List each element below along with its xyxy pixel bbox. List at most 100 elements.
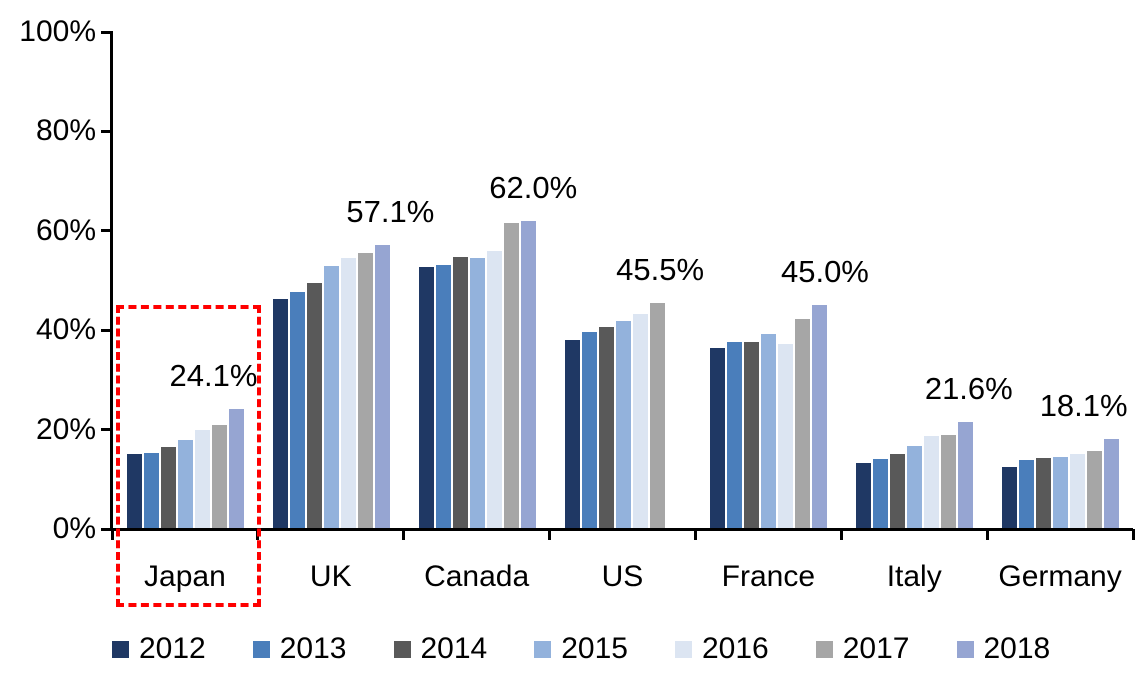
category-label-uk: UK — [309, 560, 352, 593]
bar-france-2018 — [812, 305, 828, 529]
y-tick-mark — [101, 428, 112, 432]
bar-france-2017 — [795, 319, 811, 529]
bar-uk-2012 — [272, 299, 288, 529]
bar-germany-2012 — [1002, 467, 1018, 529]
y-tick-label: 20% — [35, 412, 96, 446]
y-tick-label: 100% — [19, 15, 96, 48]
x-tick-mark — [402, 529, 406, 540]
y-tick-label: 80% — [35, 114, 96, 148]
bar-us-2016 — [632, 314, 648, 529]
bar-us-2015 — [615, 321, 631, 529]
bar-germany-2014 — [1036, 458, 1052, 529]
data-label-us: 45.5% — [616, 251, 705, 287]
bar-group-canada: 62.0% — [404, 32, 577, 529]
legend-label-2018: 2018 — [983, 632, 1051, 665]
y-tick-label: 0% — [52, 512, 96, 545]
category-label-japan: Japan — [144, 560, 226, 593]
bar-uk-2016 — [340, 257, 356, 529]
bar-canada-2012 — [418, 266, 434, 529]
bar-italy-2013 — [873, 458, 889, 529]
legend-swatch-2017 — [815, 640, 833, 658]
y-tick-mark — [101, 328, 112, 332]
japan-highlight-box — [116, 305, 261, 607]
bar-italy-2014 — [890, 453, 906, 529]
bar-group-japan: 24.1% — [112, 32, 258, 529]
bar-us-2014 — [598, 326, 614, 529]
x-tick-mark — [548, 529, 552, 540]
legend-item-2014: 2014 — [393, 632, 488, 665]
legend-label-2017: 2017 — [842, 632, 910, 665]
y-tick-mark — [101, 30, 112, 34]
bar-germany-2013 — [1019, 459, 1035, 529]
x-tick-mark — [693, 529, 697, 540]
legend-swatch-2014 — [393, 640, 411, 658]
legend-label-2014: 2014 — [420, 632, 488, 665]
legend-item-2017: 2017 — [815, 632, 910, 665]
legend-swatch-2018 — [956, 640, 974, 658]
bar-group-france: 45.0% — [695, 32, 869, 529]
legend-swatch-2012 — [112, 640, 129, 658]
legend: 2012 2013 2014 2015 2016 2017 2018 — [112, 633, 1050, 665]
bar-japan-2016 — [195, 429, 210, 529]
y-axis-line — [110, 31, 113, 531]
x-tick-mark — [110, 529, 114, 540]
legend-swatch-2015 — [534, 640, 552, 658]
legend-label-2015: 2015 — [561, 632, 628, 665]
bar-japan-2014 — [161, 446, 176, 529]
bar-italy-2015 — [907, 446, 923, 529]
x-tick-mark — [985, 529, 989, 540]
bar-france-2015 — [761, 334, 777, 529]
x-axis-line — [110, 528, 1133, 531]
bar-uk-2017 — [357, 252, 373, 529]
bar-uk-2018 — [374, 245, 390, 529]
data-label-germany: 18.1% — [1039, 388, 1128, 424]
bar-uk-2015 — [323, 266, 339, 529]
data-label-canada: 62.0% — [489, 169, 578, 205]
legend-item-2013: 2013 — [252, 632, 347, 665]
bar-japan-2018 — [229, 409, 244, 529]
bar-germany-2016 — [1070, 453, 1086, 529]
x-tick-mark — [1131, 529, 1135, 540]
bar-uk-2014 — [306, 282, 322, 529]
legend-label-2012: 2012 — [139, 632, 206, 665]
data-label-uk: 57.1% — [346, 194, 435, 230]
bar-canada-2013 — [435, 264, 451, 529]
bar-canada-2016 — [486, 250, 502, 529]
bar-france-2012 — [710, 348, 726, 529]
bar-us-2017 — [649, 302, 665, 529]
legend-item-2016: 2016 — [675, 633, 769, 665]
legend-item-2015: 2015 — [534, 633, 628, 665]
bar-japan-2012 — [127, 454, 142, 529]
legend-item-2012: 2012 — [112, 633, 206, 665]
bar-group-germany: 18.1% — [987, 32, 1133, 529]
bar-japan-2015 — [178, 439, 193, 529]
legend-label-2013: 2013 — [279, 632, 347, 665]
bar-france-2016 — [778, 343, 794, 529]
bar-group-uk: 57.1% — [258, 32, 434, 529]
bar-italy-2012 — [856, 462, 872, 529]
x-tick-mark — [839, 529, 843, 540]
y-tick-mark — [101, 229, 112, 233]
category-label-france: France — [721, 560, 816, 593]
bar-france-2013 — [727, 342, 743, 529]
bar-group-italy: 21.6% — [841, 32, 1013, 529]
legend-item-2018: 2018 — [956, 632, 1051, 665]
bar-italy-2018 — [958, 421, 974, 529]
bar-italy-2017 — [941, 434, 957, 529]
bar-germany-2017 — [1087, 450, 1103, 529]
y-tick-label: 40% — [35, 313, 96, 347]
y-tick-mark — [101, 129, 112, 133]
legend-label-2016: 2016 — [702, 632, 769, 665]
bar-france-2014 — [744, 341, 760, 529]
category-label-italy: Italy — [886, 560, 942, 593]
bar-uk-2013 — [289, 292, 305, 529]
data-label-italy: 21.6% — [924, 370, 1013, 406]
bar-japan-2013 — [144, 453, 159, 529]
category-label-germany: Germany — [998, 560, 1122, 593]
legend-swatch-2013 — [252, 640, 270, 658]
bar-japan-2017 — [212, 424, 227, 529]
legend-swatch-2016 — [675, 640, 692, 658]
bar-group-us: 45.5% — [550, 32, 704, 529]
bar-canada-2017 — [503, 222, 519, 529]
